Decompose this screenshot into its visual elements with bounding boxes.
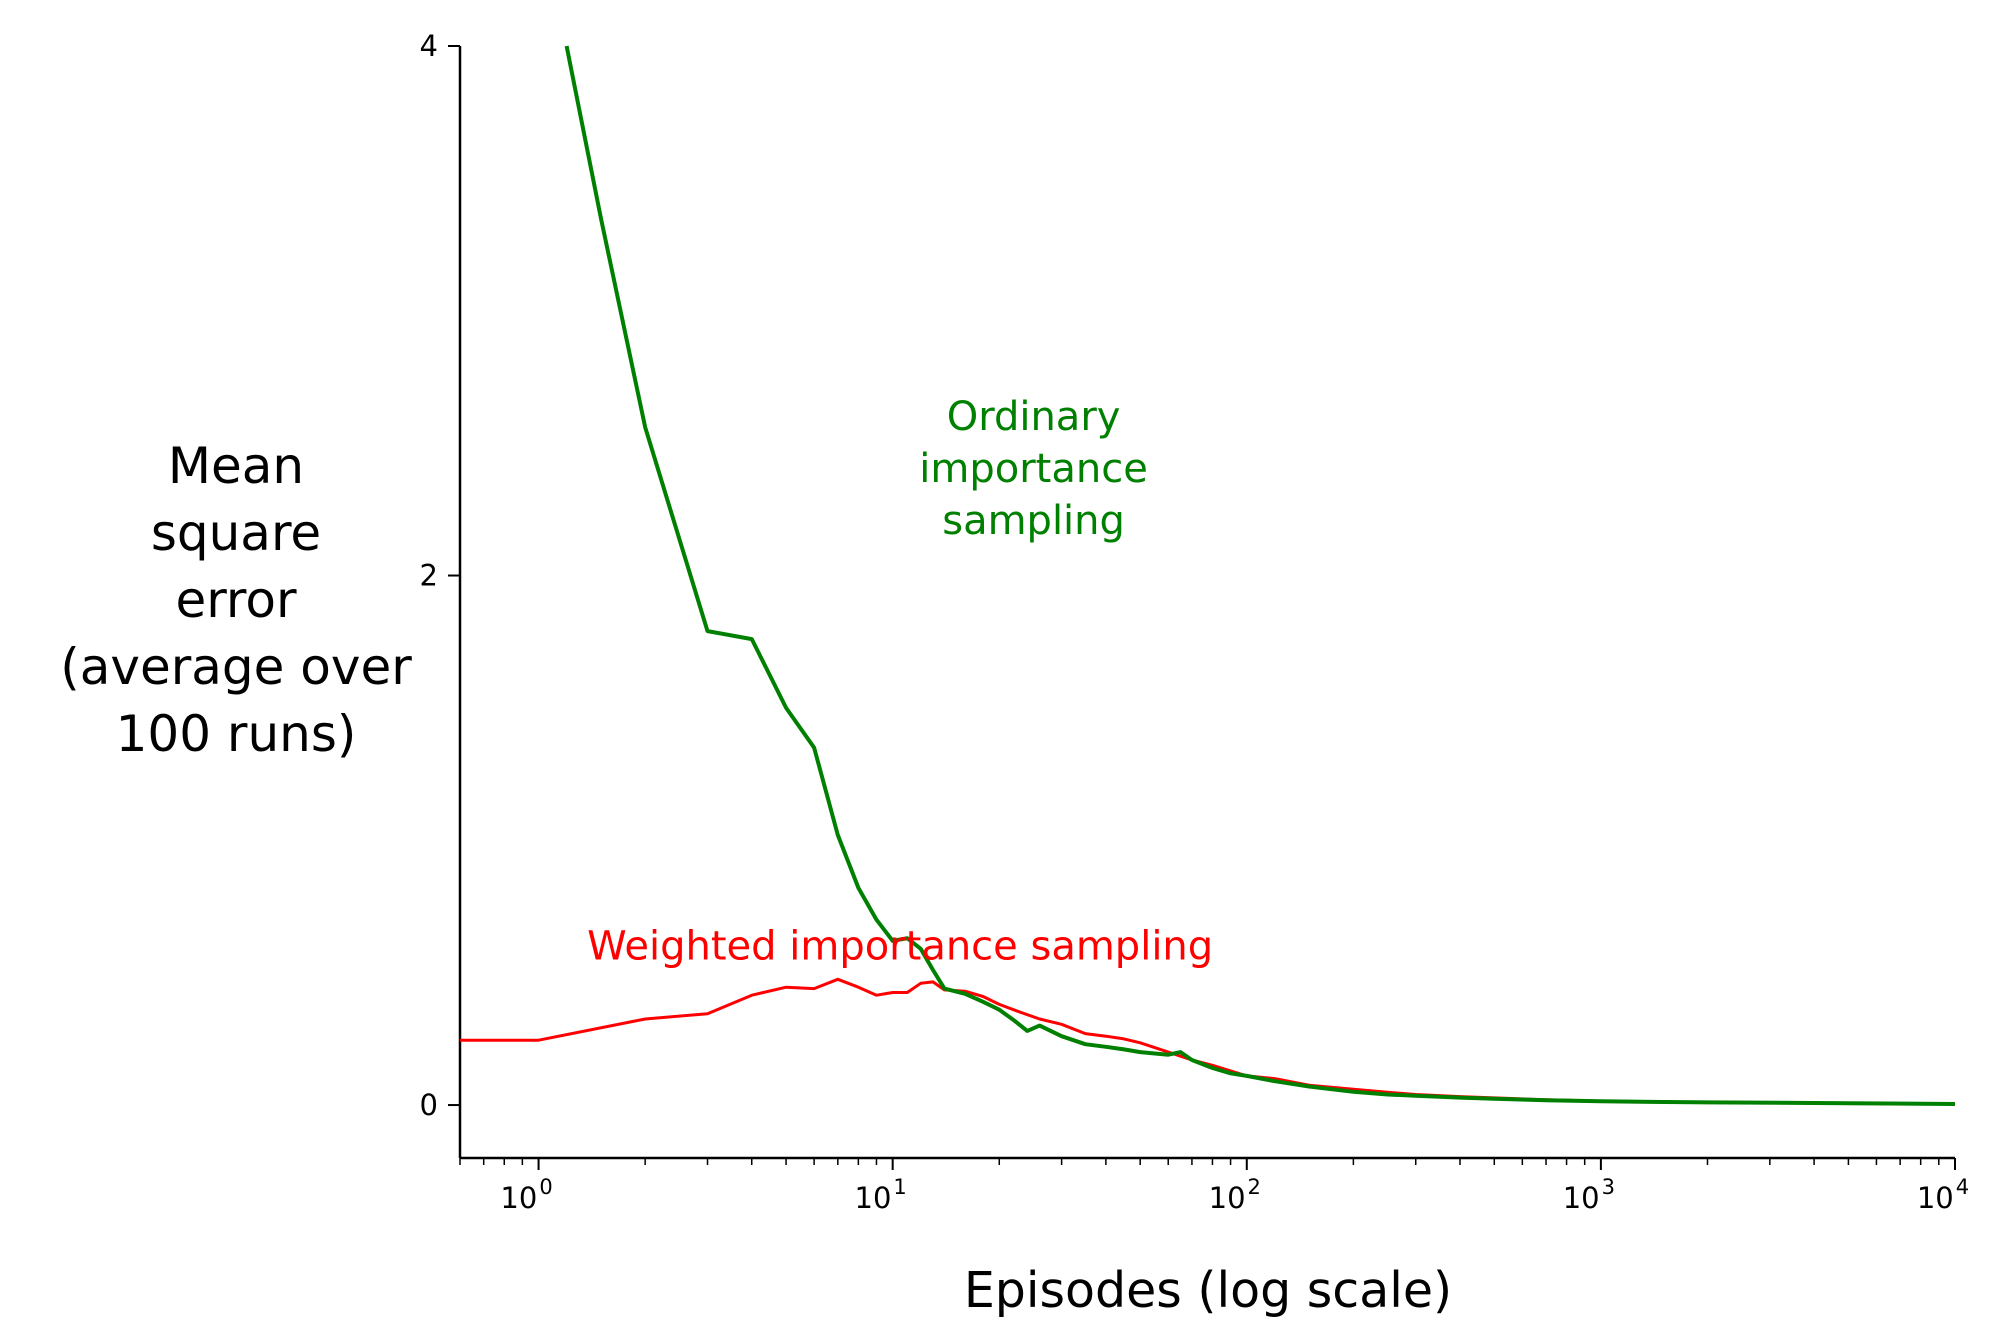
- y-tick-label: 2: [420, 559, 438, 593]
- y-axis-ticks: 0 2 4: [420, 29, 460, 1122]
- x-tick-label: 104: [1917, 1175, 1969, 1215]
- series-annotations: Ordinary importance sampling Weighted impor…: [587, 394, 1213, 970]
- x-tick-label: 102: [1209, 1175, 1261, 1215]
- x-tick-label: 101: [855, 1175, 907, 1215]
- series-lines: [460, 45, 1956, 1106]
- y-axis-label-text: Mean square error (average over 100 runs): [60, 437, 412, 763]
- x-tick-label: 103: [1563, 1175, 1615, 1215]
- ordinary-series-label: Ordinary importance sampling: [919, 394, 1148, 544]
- ordinary-series-line: [564, 45, 1956, 1106]
- x-tick-label: 100: [500, 1175, 552, 1215]
- y-axis-label: Mean square error (average over 100 runs): [60, 437, 412, 763]
- axes-spines: [458, 46, 1955, 1160]
- weighted-series-line: [460, 977, 1956, 1106]
- x-axis-ticks: 100 101 102 103 104: [459, 1158, 1969, 1215]
- y-tick-label: 4: [420, 29, 438, 63]
- x-axis-label: Episodes (log scale): [964, 1262, 1452, 1319]
- y-tick-label: 0: [420, 1088, 438, 1122]
- weighted-series-label: Weighted importance sampling: [587, 923, 1213, 969]
